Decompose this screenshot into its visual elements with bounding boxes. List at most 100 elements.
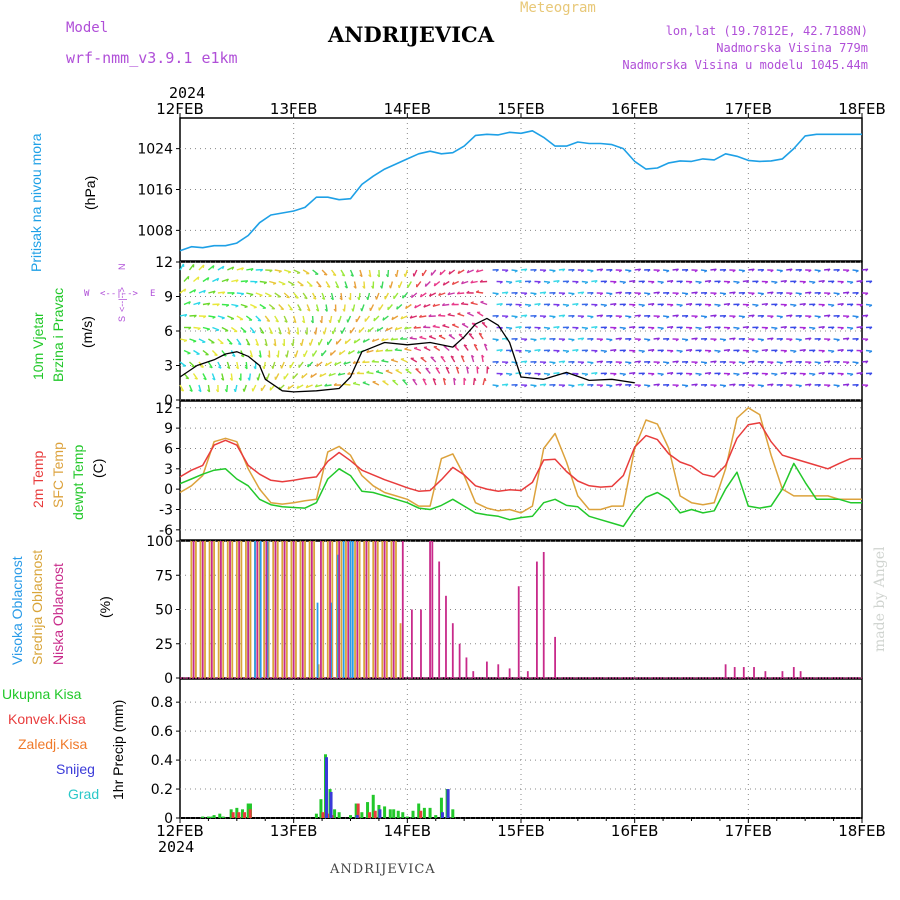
wind-arrow-head <box>708 304 712 307</box>
wind-arrow <box>466 312 474 317</box>
wind-arrow-head <box>342 308 345 312</box>
wind-arrow <box>240 280 248 283</box>
wind-arrow <box>302 269 310 275</box>
wind-arrow-head <box>505 315 509 319</box>
wind-arrow-head <box>717 350 721 354</box>
wind-arrow-head <box>356 371 360 374</box>
wind-arrow-head <box>632 350 636 353</box>
wind-arrow-head <box>761 361 765 364</box>
wind-arrow-head <box>231 292 235 296</box>
wind-arrow-head <box>703 270 708 273</box>
wind-arrow <box>384 292 390 300</box>
wind-arrow <box>269 280 277 284</box>
wind-arrow-head <box>344 340 347 344</box>
wind-arrow <box>264 292 272 297</box>
wind-arrow-head <box>609 315 613 318</box>
wind-arrow-head <box>271 365 274 369</box>
wind-arrow-head <box>656 269 660 273</box>
convective-precip-bar <box>243 812 247 818</box>
wind-arrow <box>481 322 488 329</box>
wind-arrow <box>250 303 257 309</box>
wind-arrow <box>221 326 229 332</box>
wind-arrow <box>353 338 361 344</box>
wind-arrow-head <box>357 350 360 354</box>
wind-arrow-head <box>859 326 863 330</box>
wind-arrow-head <box>335 285 339 289</box>
wind-arrow-head <box>817 384 821 387</box>
wind-arrow-head <box>371 338 375 342</box>
wind-arrow <box>341 327 346 334</box>
wind-arrow-head <box>850 303 854 307</box>
wind-arrow-head <box>736 327 740 331</box>
wind-arrow-head <box>216 278 220 282</box>
wind-arrow-head <box>722 339 727 342</box>
convective-precip-bar <box>373 810 377 818</box>
wind-arrow <box>412 378 418 386</box>
wind-arrow-head <box>244 366 248 370</box>
wind-arrow <box>227 266 235 271</box>
wind-arrow <box>367 292 371 300</box>
wind-arrow-head <box>585 349 589 353</box>
wind-arrow <box>189 288 196 294</box>
temp-ytick-label: 12 <box>155 401 173 417</box>
wind-arrow-head <box>338 351 341 355</box>
wind-arrow-head <box>722 385 727 388</box>
wind-arrow-head <box>685 385 689 388</box>
wind-arrow-head <box>637 314 642 318</box>
wind-arrow-head <box>827 314 831 318</box>
wind-arrow-head <box>368 274 372 278</box>
wind-arrow-head <box>245 280 249 284</box>
wind-arrow-head <box>533 269 537 272</box>
wind-arrow-head <box>742 384 746 387</box>
wind-arrow <box>217 361 222 369</box>
wind-arrow <box>234 384 238 392</box>
wind-arrow-head <box>760 293 765 296</box>
wind-arrow-head <box>784 280 788 284</box>
wind-arrow-head <box>263 281 267 285</box>
dewpt-line <box>179 462 862 528</box>
wind-arrow-head <box>590 316 594 319</box>
wind-arrow-head <box>590 362 594 365</box>
wind-arrow-head <box>736 281 740 285</box>
wind-arrow-head <box>180 389 184 392</box>
total-precip-bar <box>218 813 222 818</box>
wind-arrow-head <box>478 332 483 335</box>
wind-arrow-head <box>869 326 873 330</box>
wind-arrow-head <box>761 315 765 318</box>
wind-arrow-head <box>537 349 541 353</box>
wind-arrow-head <box>329 352 332 356</box>
wind-arrow <box>310 372 318 378</box>
wind-arrow <box>287 384 295 390</box>
wind-arrow <box>392 379 399 386</box>
wind-arrow <box>468 333 475 340</box>
wind-arrow-head <box>202 264 205 269</box>
wind-arrow-head <box>703 362 708 365</box>
wind-arrow <box>283 315 288 323</box>
wind-arrow-head <box>827 360 831 364</box>
wind-arrow <box>481 354 484 363</box>
wind-arrow-head <box>307 363 309 368</box>
wind-arrow <box>419 315 427 318</box>
wind-arrow-head <box>432 324 436 327</box>
wind-arrow-head <box>594 326 598 330</box>
wind-arrow-head <box>746 350 750 353</box>
wind-arrow <box>316 281 322 288</box>
wind-arrow-head <box>405 305 408 309</box>
wind-arrow-head <box>836 385 840 388</box>
wind-arrow <box>430 269 437 276</box>
wind-arrow-head <box>803 303 807 307</box>
wind-speed-line <box>179 317 635 393</box>
wind-arrow-head <box>732 291 736 295</box>
wind-arrow-head <box>514 292 518 295</box>
wind-arrow <box>294 350 299 358</box>
wind-arrow <box>202 373 207 381</box>
wind-arrow <box>453 377 456 386</box>
wind-arrow-head <box>304 331 308 335</box>
wind-arrow-head <box>666 316 670 319</box>
wind-arrow <box>286 350 289 358</box>
wind-arrow-head <box>188 301 191 305</box>
wind-arrow <box>245 315 253 321</box>
wind-arrow <box>208 315 216 318</box>
wind-arrow-head <box>556 280 560 284</box>
wind-arrow-head <box>713 384 717 388</box>
